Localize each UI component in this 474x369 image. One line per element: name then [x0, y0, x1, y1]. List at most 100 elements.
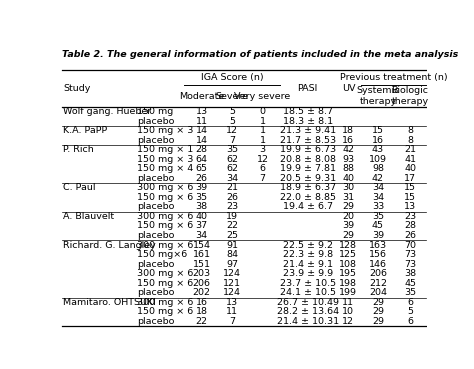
- Text: 125: 125: [339, 250, 357, 259]
- Text: 12: 12: [342, 317, 355, 326]
- Text: 161: 161: [192, 250, 210, 259]
- Text: 88: 88: [342, 164, 355, 173]
- Text: 1: 1: [260, 136, 265, 145]
- Text: UV: UV: [342, 84, 355, 93]
- Text: 14: 14: [195, 126, 208, 135]
- Text: 124: 124: [223, 269, 241, 278]
- Text: 154: 154: [192, 241, 210, 249]
- Text: 18: 18: [195, 307, 208, 316]
- Text: 24.1 ± 10.5: 24.1 ± 10.5: [280, 288, 336, 297]
- Text: 300 mg × 6: 300 mg × 6: [137, 212, 193, 221]
- Text: PASI: PASI: [297, 84, 318, 93]
- Text: 5: 5: [407, 307, 413, 316]
- Text: 11: 11: [195, 117, 208, 125]
- Text: 198: 198: [339, 279, 357, 288]
- Text: 206: 206: [192, 279, 210, 288]
- Text: 1: 1: [260, 117, 265, 125]
- Text: Moderate: Moderate: [179, 92, 224, 101]
- Text: 151: 151: [192, 260, 210, 269]
- Text: 5: 5: [229, 107, 235, 116]
- Text: 15: 15: [404, 183, 416, 192]
- Text: 34: 34: [372, 193, 384, 202]
- Text: 39: 39: [372, 231, 384, 240]
- Text: Table 2. The general information of patients included in the meta analysis: Table 2. The general information of pati…: [62, 50, 458, 59]
- Text: placebo: placebo: [137, 231, 174, 240]
- Text: 1: 1: [260, 126, 265, 135]
- Text: 108: 108: [339, 260, 357, 269]
- Text: Richard. G. Langley: Richard. G. Langley: [64, 241, 156, 249]
- Text: 39: 39: [195, 183, 208, 192]
- Text: 22: 22: [226, 221, 238, 231]
- Text: 29: 29: [372, 298, 384, 307]
- Text: 93: 93: [342, 155, 355, 164]
- Text: 300 mg × 6: 300 mg × 6: [137, 269, 193, 278]
- Text: 18.3 ± 8.1: 18.3 ± 8.1: [283, 117, 333, 125]
- Text: 150 mg × 3: 150 mg × 3: [137, 126, 193, 135]
- Text: 15: 15: [404, 193, 416, 202]
- Text: Systemic
therapy: Systemic therapy: [356, 86, 400, 106]
- Text: 37: 37: [195, 221, 208, 231]
- Text: 35: 35: [372, 212, 384, 221]
- Text: 45: 45: [372, 221, 384, 231]
- Text: 40: 40: [195, 212, 208, 221]
- Text: 29: 29: [372, 307, 384, 316]
- Text: 39: 39: [342, 221, 355, 231]
- Text: 8: 8: [407, 136, 413, 145]
- Text: 26: 26: [404, 231, 416, 240]
- Text: 23: 23: [404, 212, 416, 221]
- Text: 33: 33: [372, 203, 384, 211]
- Text: 195: 195: [339, 269, 357, 278]
- Text: 3: 3: [259, 145, 265, 154]
- Text: 43: 43: [372, 145, 384, 154]
- Text: Previous treatment (n): Previous treatment (n): [340, 73, 447, 82]
- Text: 11: 11: [226, 307, 238, 316]
- Text: 29: 29: [342, 203, 355, 211]
- Text: Severe: Severe: [216, 92, 248, 101]
- Text: 28.2 ± 13.64: 28.2 ± 13.64: [276, 307, 338, 316]
- Text: 124: 124: [223, 288, 241, 297]
- Text: 40: 40: [342, 174, 355, 183]
- Text: Mamitaro. OHTSUKI: Mamitaro. OHTSUKI: [64, 298, 156, 307]
- Text: placebo: placebo: [137, 117, 174, 125]
- Text: 23.9 ± 9.9: 23.9 ± 9.9: [283, 269, 333, 278]
- Text: 23: 23: [226, 203, 238, 211]
- Text: 21: 21: [226, 183, 238, 192]
- Text: 25: 25: [226, 231, 238, 240]
- Text: placebo: placebo: [137, 203, 174, 211]
- Text: P. Rich: P. Rich: [64, 145, 94, 154]
- Text: 19.9 ± 6.73: 19.9 ± 6.73: [280, 145, 336, 154]
- Text: 163: 163: [369, 241, 387, 249]
- Text: 91: 91: [226, 241, 238, 249]
- Text: 35: 35: [404, 288, 416, 297]
- Text: Study: Study: [64, 84, 91, 93]
- Text: 16: 16: [342, 136, 355, 145]
- Text: 109: 109: [369, 155, 387, 164]
- Text: 22.3 ± 9.8: 22.3 ± 9.8: [283, 250, 333, 259]
- Text: IGA Score (n): IGA Score (n): [201, 73, 264, 82]
- Text: 18: 18: [342, 126, 355, 135]
- Text: 202: 202: [192, 288, 210, 297]
- Text: 34: 34: [372, 183, 384, 192]
- Text: 28: 28: [195, 145, 208, 154]
- Text: 42: 42: [372, 174, 384, 183]
- Text: 29: 29: [372, 317, 384, 326]
- Text: 7: 7: [260, 174, 265, 183]
- Text: 121: 121: [223, 279, 241, 288]
- Text: 98: 98: [372, 164, 384, 173]
- Text: Very severe: Very severe: [235, 92, 291, 101]
- Text: 7: 7: [229, 136, 235, 145]
- Text: 150 mg × 1: 150 mg × 1: [137, 145, 193, 154]
- Text: 38: 38: [404, 269, 416, 278]
- Text: 21.7 ± 8.53: 21.7 ± 8.53: [280, 136, 336, 145]
- Text: 6: 6: [407, 298, 413, 307]
- Text: 21: 21: [404, 145, 416, 154]
- Text: 28: 28: [404, 221, 416, 231]
- Text: 16: 16: [372, 136, 384, 145]
- Text: 34: 34: [195, 231, 208, 240]
- Text: 23.7 ± 10.5: 23.7 ± 10.5: [280, 279, 336, 288]
- Text: 16: 16: [195, 298, 208, 307]
- Text: 19: 19: [226, 212, 238, 221]
- Text: 31: 31: [342, 193, 355, 202]
- Text: 64: 64: [195, 155, 208, 164]
- Text: 6: 6: [407, 317, 413, 326]
